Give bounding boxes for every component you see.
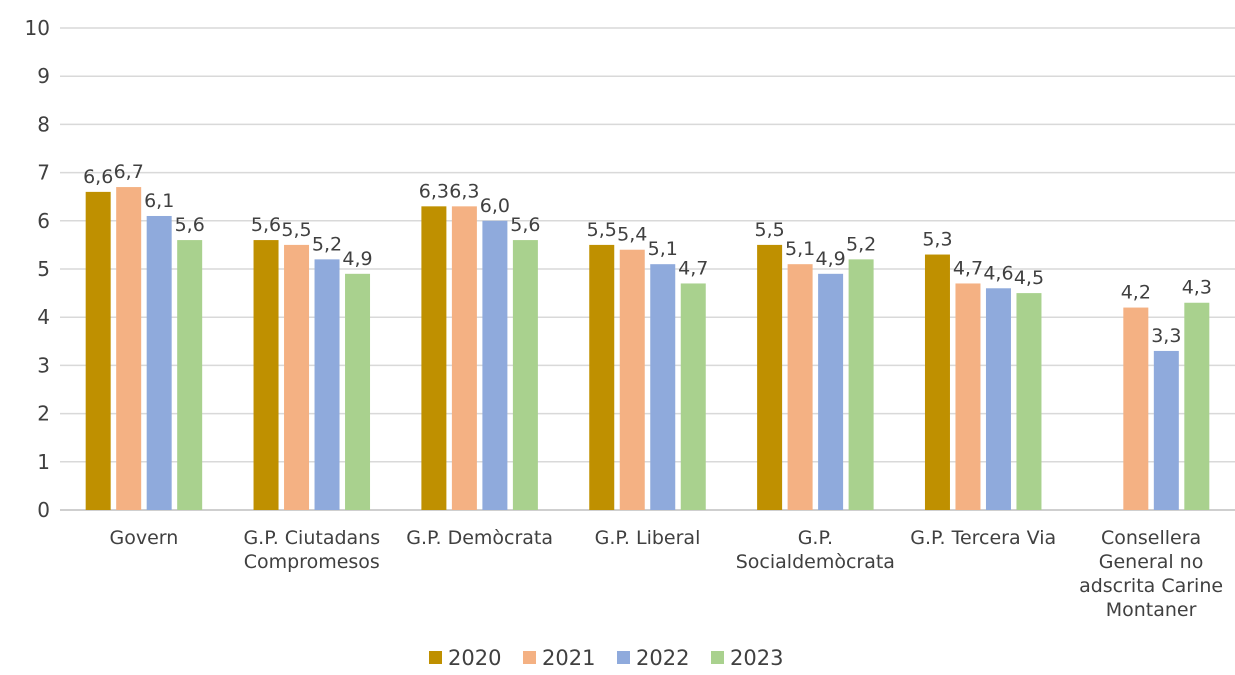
data-label: 5,1: [648, 238, 678, 260]
data-labels: 6,65,66,35,5 5,5 5,36,75,56,35,45,14,74,26…: [83, 161, 1212, 347]
category-label: G.P. Tercera Via: [910, 527, 1056, 549]
legend-label: 2022: [636, 646, 689, 670]
bar-2022: [650, 264, 676, 510]
category-label-line: Montaner: [1106, 599, 1197, 621]
y-tick-label: 0: [37, 498, 50, 522]
category-label-line: Compromesos: [244, 551, 380, 573]
data-label: 5,3: [922, 229, 952, 251]
data-label: 5,6: [251, 214, 281, 236]
bar-2020: [757, 244, 783, 510]
bar-2022: [818, 273, 844, 510]
bar-2021: [955, 283, 981, 510]
legend-label: 2020: [448, 646, 501, 670]
category-label-line: G.P.: [798, 527, 833, 549]
data-label: 5,5: [281, 219, 311, 241]
category-label-line: Govern: [110, 527, 179, 549]
data-label: 6,3: [419, 180, 449, 202]
category-label: Consellera General no adscrita Carine Monta…: [1079, 527, 1223, 621]
data-label: 5,2: [846, 233, 876, 255]
bar-2021: [787, 264, 813, 510]
data-label: 4,9: [815, 248, 845, 270]
category-label: Govern: [110, 527, 179, 549]
category-label: G.P. Liberal: [595, 527, 701, 549]
bar-2023: [345, 273, 371, 510]
category-label: G.P. Demòcrata: [406, 527, 553, 549]
bar-2022: [146, 215, 172, 511]
data-label: 3,3: [1151, 325, 1181, 347]
data-label: 6,6: [83, 166, 113, 188]
bar-2020: [924, 254, 950, 510]
category-label-line: Socialdemòcrata: [736, 551, 895, 573]
y-tick-label: 2: [37, 402, 50, 426]
data-label: 4,2: [1121, 282, 1151, 304]
data-label: 5,5: [587, 219, 617, 241]
category-label-line: G.P. Liberal: [595, 527, 701, 549]
data-label: 5,4: [617, 224, 647, 246]
bar-2022: [1153, 350, 1179, 510]
data-label: 5,6: [510, 214, 540, 236]
bar-2023: [512, 240, 538, 510]
bar-2020: [589, 244, 615, 510]
bar-2021: [619, 249, 645, 510]
bar-2022: [985, 288, 1011, 510]
y-tick-label: 9: [37, 64, 50, 88]
y-tick-label: 4: [37, 305, 50, 329]
bar-2022: [314, 259, 340, 510]
gridlines: [60, 27, 1235, 511]
data-label: 4,7: [678, 257, 708, 279]
bar-2021: [451, 206, 477, 510]
bar-2023: [680, 283, 706, 510]
y-tick-label: 3: [37, 353, 50, 377]
data-label: 4,7: [953, 257, 983, 279]
data-label: 4,5: [1014, 267, 1044, 289]
y-tick-label: 5: [37, 257, 50, 281]
y-tick-label: 8: [37, 112, 50, 136]
legend-swatch-2020: [429, 651, 442, 664]
bar-2020: [85, 191, 111, 510]
category-label-line: Consellera: [1101, 527, 1201, 549]
bar-2023: [848, 259, 874, 510]
x-axis-category-labels: Govern G.P. Ciutadans Compromesos G.P. Demò…: [110, 527, 1224, 621]
category-label-line: G.P. Demòcrata: [406, 527, 553, 549]
category-label-line: G.P. Ciutadans: [243, 527, 380, 549]
y-tick-label: 7: [37, 161, 50, 185]
bar-2022: [482, 220, 508, 511]
legend-label: 2021: [542, 646, 595, 670]
data-label: 6,1: [144, 190, 174, 212]
bar-2020: [253, 240, 279, 510]
category-label: G.P. Socialdemòcrata: [736, 527, 895, 573]
bar-2020: [421, 206, 447, 510]
y-tick-label: 10: [25, 16, 50, 40]
data-label: 4,9: [342, 248, 372, 270]
bar-2021: [116, 187, 142, 510]
category-label-line: General no: [1099, 551, 1204, 573]
data-label: 4,6: [983, 262, 1013, 284]
category-label: G.P. Ciutadans Compromesos: [243, 527, 380, 573]
legend-swatch-2021: [523, 651, 536, 664]
data-label: 6,3: [449, 180, 479, 202]
y-tick-label: 1: [37, 450, 50, 474]
bars: [85, 187, 1210, 511]
bar-2023: [177, 240, 203, 510]
category-label-line: G.P. Tercera Via: [910, 527, 1056, 549]
legend: 2020 2021 2022 2023: [429, 646, 783, 670]
bar-2023: [1016, 293, 1042, 510]
y-axis-tick-labels: 0 1 2 3 4 5 6 7 8 9 10: [25, 16, 50, 522]
data-label: 5,2: [312, 233, 342, 255]
data-label: 6,7: [114, 161, 144, 183]
y-tick-label: 6: [37, 209, 50, 233]
category-label-line: adscrita Carine: [1079, 575, 1223, 597]
bar-2021: [1123, 307, 1149, 510]
data-label: 5,1: [785, 238, 815, 260]
data-label: 5,6: [175, 214, 205, 236]
data-label: 6,0: [480, 195, 510, 217]
legend-swatch-2022: [617, 651, 630, 664]
legend-label: 2023: [730, 646, 783, 670]
bar-2023: [1184, 302, 1210, 510]
bar-2021: [284, 244, 310, 510]
data-label: 4,3: [1182, 277, 1212, 299]
data-label: 5,5: [754, 219, 784, 241]
legend-swatch-2023: [711, 651, 724, 664]
